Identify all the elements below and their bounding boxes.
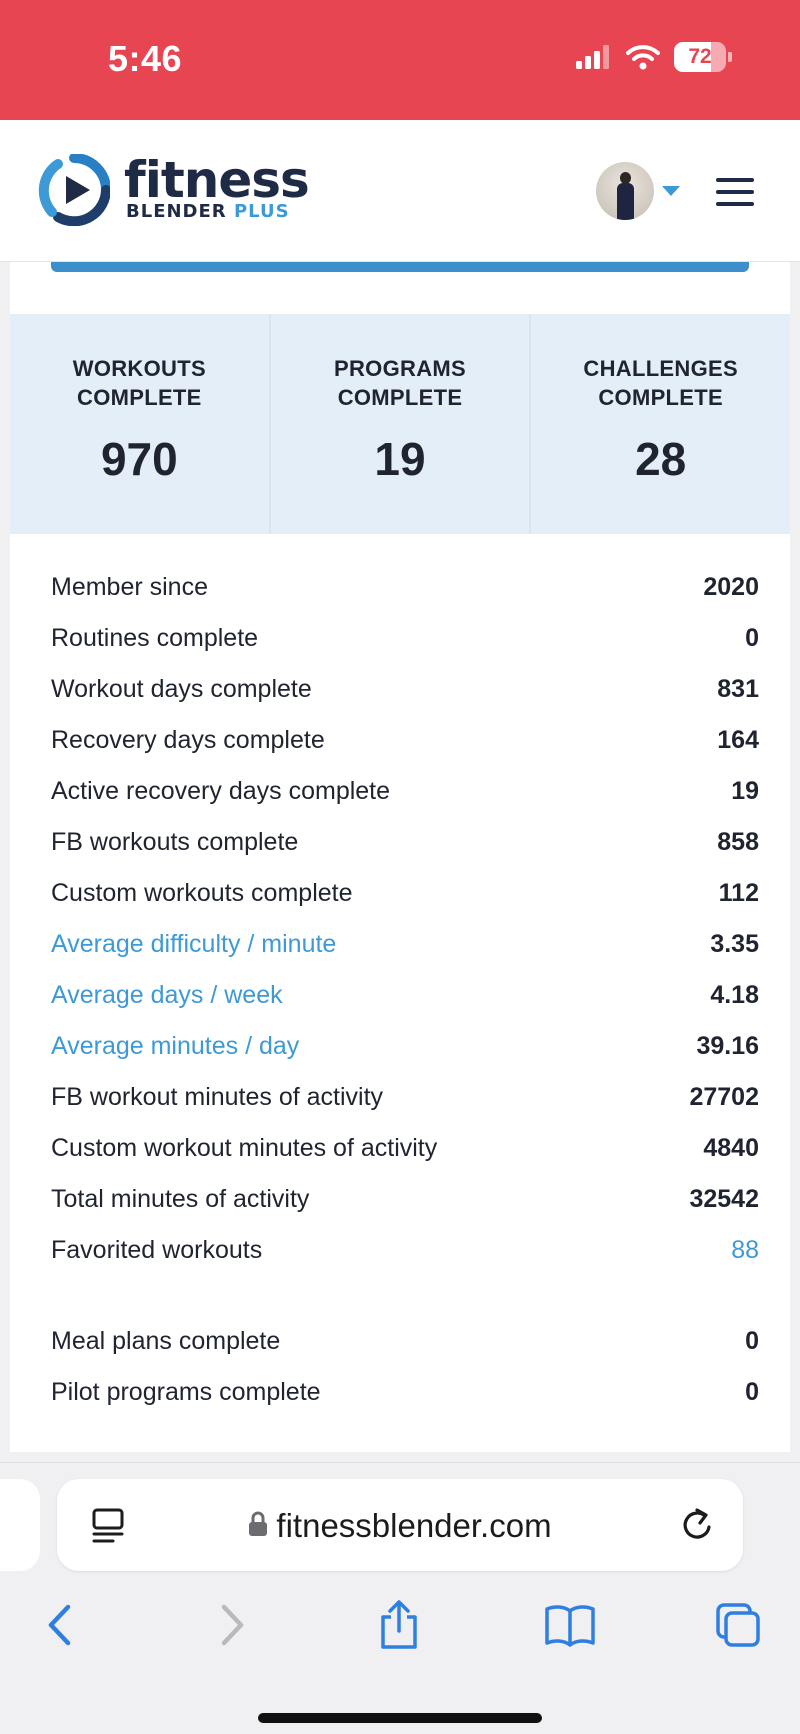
summary-cards: WORKOUTS COMPLETE 970 PROGRAMS COMPLETE 19… <box>10 314 790 534</box>
logo-word-fitness: fitness <box>124 151 310 209</box>
avatar <box>596 162 654 220</box>
chevron-right-icon <box>221 1604 244 1646</box>
url-display[interactable]: fitnessblender.com <box>57 1507 743 1545</box>
info-link: Average minutes / day <box>51 1032 300 1060</box>
info-link: Average difficulty / minute <box>51 930 337 958</box>
battery-fill <box>674 42 712 72</box>
stat-row: FB workout minutes of activity 27702 <box>51 1083 759 1111</box>
stat-row: Meal plans complete 0 <box>51 1327 759 1355</box>
url-text: fitnessblender.com <box>276 1507 552 1544</box>
summary-card-workouts: WORKOUTS COMPLETE 970 <box>10 314 271 534</box>
stat-row: Routines complete 0 <box>51 624 759 652</box>
status-time: 5:46 <box>108 38 183 79</box>
fitness-blender-logo[interactable]: fitness BLENDER PLUS <box>38 151 310 226</box>
summary-card-programs: PROGRAMS COMPLETE 19 <box>271 314 532 534</box>
chevron-left-icon <box>48 1604 71 1646</box>
stat-row: Active recovery days complete 19 <box>51 777 759 805</box>
summary-value: 19 <box>374 433 426 485</box>
stat-row: Total minutes of activity 32542 <box>51 1185 759 1213</box>
chevron-down-icon <box>662 186 680 196</box>
battery-tip <box>728 52 732 62</box>
summary-value: 970 <box>100 433 178 485</box>
bookmarks-button[interactable] <box>540 1595 600 1655</box>
stat-row-average-difficulty[interactable]: Average difficulty / minute 3.35 <box>51 930 759 958</box>
tabs-icon <box>716 1603 760 1647</box>
cellular-signal-icon <box>576 45 609 69</box>
battery-percent: 72 <box>688 45 712 68</box>
info-link: Average days / week <box>51 981 283 1009</box>
reload-icon[interactable] <box>679 1505 715 1543</box>
stat-row-favorited-workouts: Favorited workouts 88 <box>51 1236 759 1264</box>
stat-row: Recovery days complete 164 <box>51 726 759 754</box>
progress-bar <box>51 262 749 272</box>
summary-label: WORKOUTS COMPLETE <box>72 356 206 410</box>
stats-panel: WORKOUTS COMPLETE 970 PROGRAMS COMPLETE 19… <box>10 262 790 1452</box>
stat-row-average-minutes[interactable]: Average minutes / day 39.16 <box>51 1032 759 1060</box>
favorited-workouts-link[interactable]: 88 <box>731 1236 759 1264</box>
share-icon <box>381 1600 417 1649</box>
stat-row: Custom workouts complete 112 <box>51 879 759 907</box>
browser-nav-row <box>0 1595 800 1655</box>
stat-row: Pilot programs complete 0 <box>51 1378 759 1406</box>
book-icon <box>545 1605 595 1647</box>
stat-row: FB workouts complete 858 <box>51 828 759 856</box>
status-bar: 5:46 72 <box>0 0 800 120</box>
share-button[interactable] <box>369 1595 429 1655</box>
lock-icon <box>249 1511 268 1537</box>
logo-play-icon <box>38 154 110 226</box>
stats-list: Member since 2020 Routines complete 0 Work… <box>51 562 759 1418</box>
summary-label: CHALLENGES COMPLETE <box>583 356 738 410</box>
page-menu-icon[interactable] <box>91 1507 125 1545</box>
account-menu[interactable] <box>596 162 680 220</box>
home-indicator <box>258 1713 542 1723</box>
wifi-icon <box>626 45 660 70</box>
back-button[interactable] <box>30 1595 90 1655</box>
battery-icon: 72 <box>674 42 726 72</box>
forward-button[interactable] <box>202 1595 262 1655</box>
stat-row: Member since 2020 <box>51 573 759 601</box>
stat-row: Custom workout minutes of activity 4840 <box>51 1134 759 1162</box>
status-icons: 72 <box>576 42 732 72</box>
previous-tab-peek[interactable] <box>0 1479 40 1571</box>
logo-word-blender-plus: BLENDER PLUS <box>126 201 290 222</box>
hamburger-menu-icon[interactable] <box>716 178 754 206</box>
summary-value: 28 <box>635 433 687 485</box>
address-bar[interactable]: fitnessblender.com <box>57 1479 743 1571</box>
tabs-button[interactable] <box>708 1595 768 1655</box>
stat-row: Workout days complete 831 <box>51 675 759 703</box>
summary-card-challenges: CHALLENGES COMPLETE 28 <box>531 314 790 534</box>
summary-label: PROGRAMS COMPLETE <box>334 356 466 410</box>
browser-toolbar: fitnessblender.com <box>0 1462 800 1734</box>
app-header: fitness BLENDER PLUS <box>0 120 800 262</box>
stat-row-average-days[interactable]: Average days / week 4.18 <box>51 981 759 1009</box>
